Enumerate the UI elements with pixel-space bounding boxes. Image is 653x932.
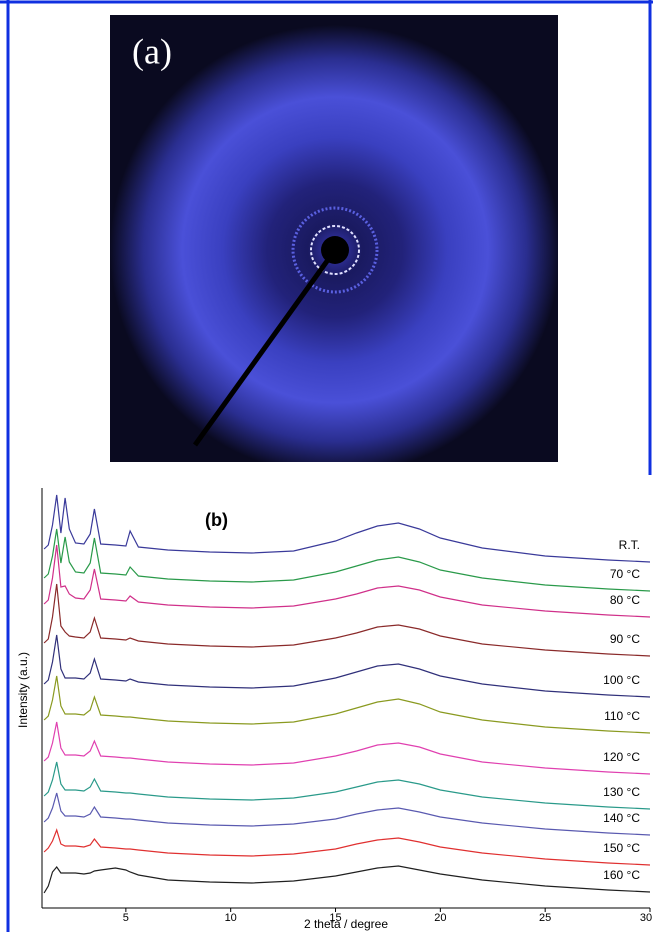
series-label: 100 °C: [603, 673, 640, 687]
series-label: 110 °C: [604, 709, 640, 723]
xrd-chart: (b) 2 theta / degree Intensity (a.u.) 5 1…: [16, 488, 652, 931]
series-line: [43, 828, 651, 866]
inner-ring: [310, 225, 360, 275]
series-line: [43, 634, 651, 698]
series-line: [43, 721, 651, 775]
series-line: [43, 865, 651, 894]
series-label: 130 °C: [603, 785, 640, 799]
series-label: 120 °C: [603, 750, 640, 764]
beam-stop-arm: [192, 248, 338, 447]
outer-small-ring: [291, 206, 379, 294]
series-line: [43, 675, 651, 734]
series-label: 80 °C: [610, 593, 640, 607]
x-tick-label: 25: [539, 912, 551, 924]
x-tick-label: 15: [329, 912, 341, 924]
series-line: [43, 528, 651, 592]
series-label: 140 °C: [603, 811, 640, 825]
x-tick-label: 5: [123, 912, 129, 924]
series-label: 160 °C: [603, 868, 640, 882]
series-line: [43, 761, 651, 810]
x-tick-label: 10: [225, 912, 237, 924]
panel-label: (a): [132, 31, 172, 71]
panel-label: (b): [205, 510, 228, 530]
x-tick-label: 20: [434, 912, 446, 924]
series-line: [43, 583, 651, 657]
series-line: [43, 544, 651, 618]
series-label: 70 °C: [610, 567, 640, 581]
series-label: R.T.: [619, 538, 640, 552]
series-line: [43, 792, 651, 836]
series-label: 150 °C: [603, 841, 640, 855]
diffraction-image: (a): [110, 15, 558, 462]
series-line: [43, 494, 651, 563]
x-tick-label: 30: [640, 912, 652, 924]
x-axis-title: 2 theta / degree: [304, 917, 388, 931]
series-label: 90 °C: [610, 632, 640, 646]
y-axis-title: Intensity (a.u.): [16, 652, 30, 728]
